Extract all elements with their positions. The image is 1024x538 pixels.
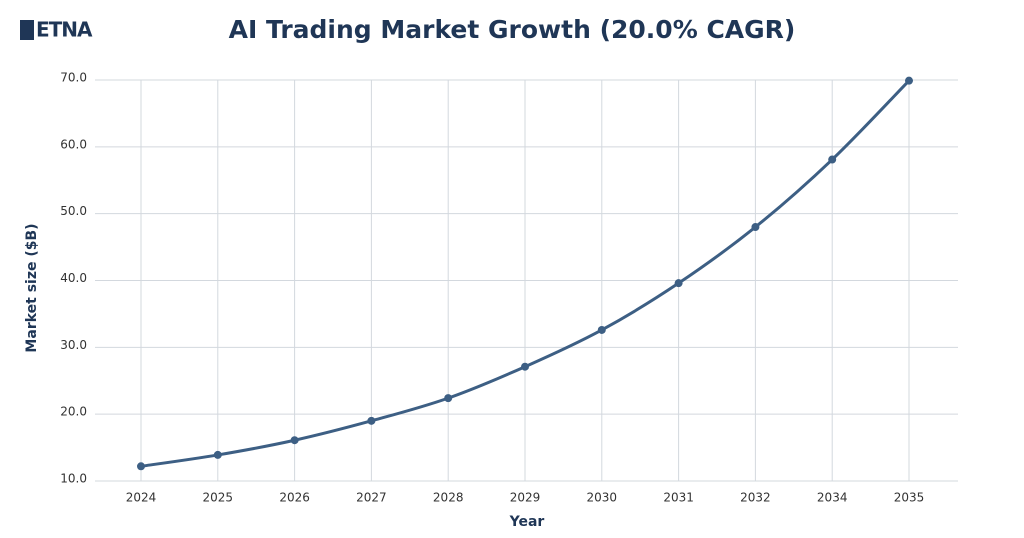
- x-tick-label: 2025: [203, 491, 234, 505]
- logo: ETNA: [20, 18, 94, 42]
- data-point: [137, 462, 145, 471]
- x-tick-label: 2034: [817, 491, 848, 505]
- y-tick-label: 40.0: [60, 271, 87, 285]
- data-point: [674, 279, 683, 288]
- data-point: [751, 223, 760, 232]
- logo-icon: [20, 20, 34, 40]
- chart-title: AI Trading Market Growth (20.0% CAGR): [229, 15, 796, 44]
- data-point: [597, 325, 606, 334]
- data-point: [290, 436, 299, 445]
- x-tick-label: 2031: [663, 491, 694, 505]
- data-point: [905, 76, 913, 85]
- y-tick-label: 60.0: [60, 137, 87, 151]
- data-point: [213, 450, 222, 459]
- x-tick-label: 2026: [279, 491, 310, 505]
- x-axis-label: Year: [509, 514, 545, 530]
- x-tick-label: 2029: [510, 491, 541, 505]
- data-point: [828, 155, 837, 164]
- logo-text: ETNA: [36, 18, 93, 42]
- x-tick-label: 2024: [126, 491, 157, 505]
- y-tick-label: 20.0: [60, 405, 87, 419]
- y-tick-label: 70.0: [60, 71, 87, 85]
- data-point: [444, 394, 453, 403]
- x-tick-label: 2028: [433, 491, 464, 505]
- x-tick-label: 2027: [356, 491, 387, 505]
- y-tick-label: 50.0: [60, 204, 87, 218]
- series-line: [140, 79, 911, 468]
- x-tick-label: 2032: [740, 491, 771, 505]
- y-tick-label: 30.0: [60, 338, 87, 352]
- x-tick-label: 2030: [587, 491, 618, 505]
- x-tick-label: 2035: [894, 491, 925, 505]
- y-tick-label: 10.0: [60, 472, 87, 486]
- data-point: [521, 362, 529, 371]
- data-point: [367, 416, 376, 425]
- y-axis-label: Market size ($B): [24, 223, 40, 352]
